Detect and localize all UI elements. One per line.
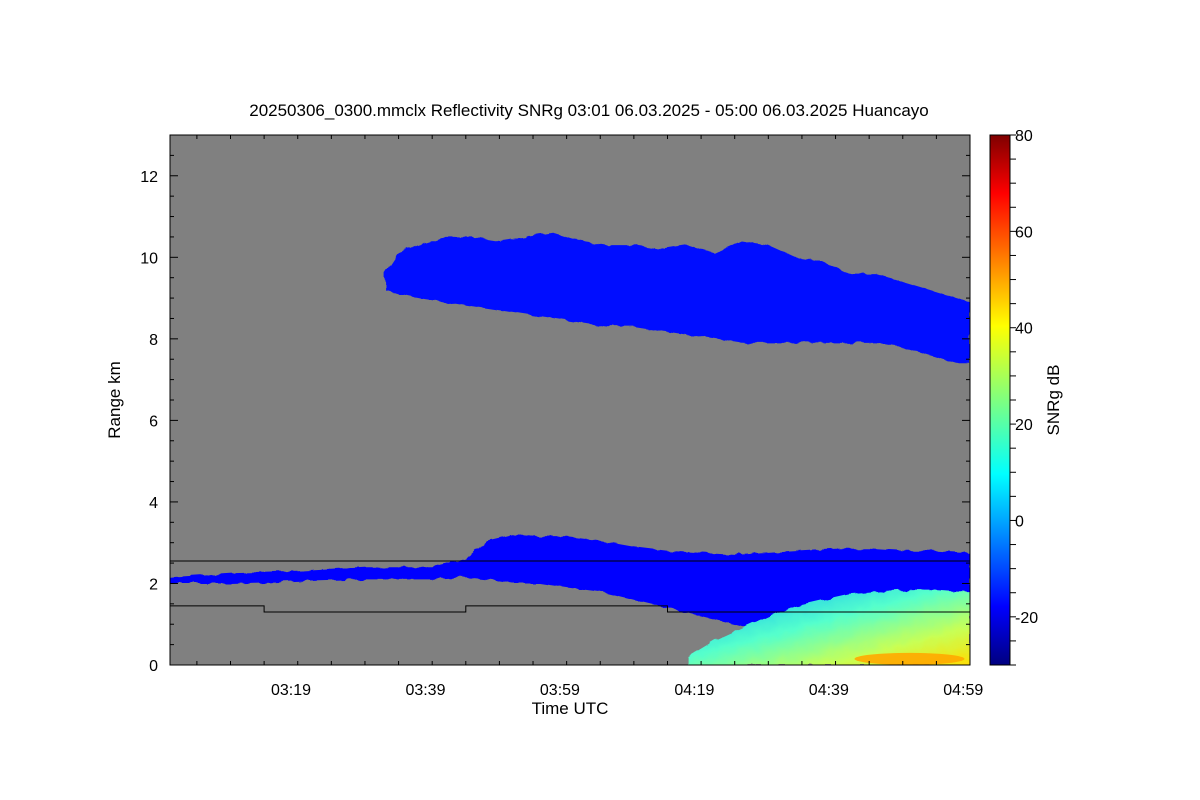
x-axis-label: Time UTC [532,699,609,718]
x-tick-label: 03:39 [405,682,445,699]
colorbar-tick-label: 20 [1015,417,1033,434]
y-tick-label: 4 [149,495,158,512]
x-tick-label: 04:39 [809,682,849,699]
echo-layers [170,232,970,665]
y-tick-label: 10 [140,250,158,267]
x-tick-label: 04:19 [674,682,714,699]
colorbar-tick-label: 0 [1015,513,1024,530]
colorbar-tick-label: 60 [1015,224,1033,241]
y-axis: 0 2 4 6 8 10 12 [140,134,970,675]
x-tick-label: 04:59 [943,682,983,699]
reference-line-lower [170,605,970,613]
chart-title: 20250306_0300.mmclx Reflectivity SNRg 03… [249,101,929,120]
y-tick-label: 2 [149,576,158,593]
colorbar-tick-label: 40 [1015,321,1033,338]
y-tick-label: 8 [149,332,158,349]
y-axis-label: Range km [105,361,124,438]
colorbar-tick-label: 80 [1015,128,1033,145]
y-tick-label: 12 [140,169,158,186]
colorbar-tick-label: -20 [1015,610,1038,627]
boundary-layer-echo [687,589,970,665]
reference-lines [170,560,970,613]
colorbar-gradient [989,134,1011,666]
y-tick-label: 6 [149,413,158,430]
x-tick-label: 03:59 [540,682,580,699]
boundary-layer-peak [854,652,965,665]
x-tick-label: 03:19 [271,682,311,699]
x-axis: 03:19 03:39 03:59 04:19 04:39 04:59 [196,135,983,699]
colorbar-label: SNRg dB [1044,365,1063,436]
colorbar: -20 0 20 40 60 80 SNRg dB [989,128,1063,666]
y-tick-label: 0 [149,658,158,675]
upper-cloud-layer [385,232,970,364]
colorbar-ticks: -20 0 20 40 60 80 [1010,128,1038,666]
